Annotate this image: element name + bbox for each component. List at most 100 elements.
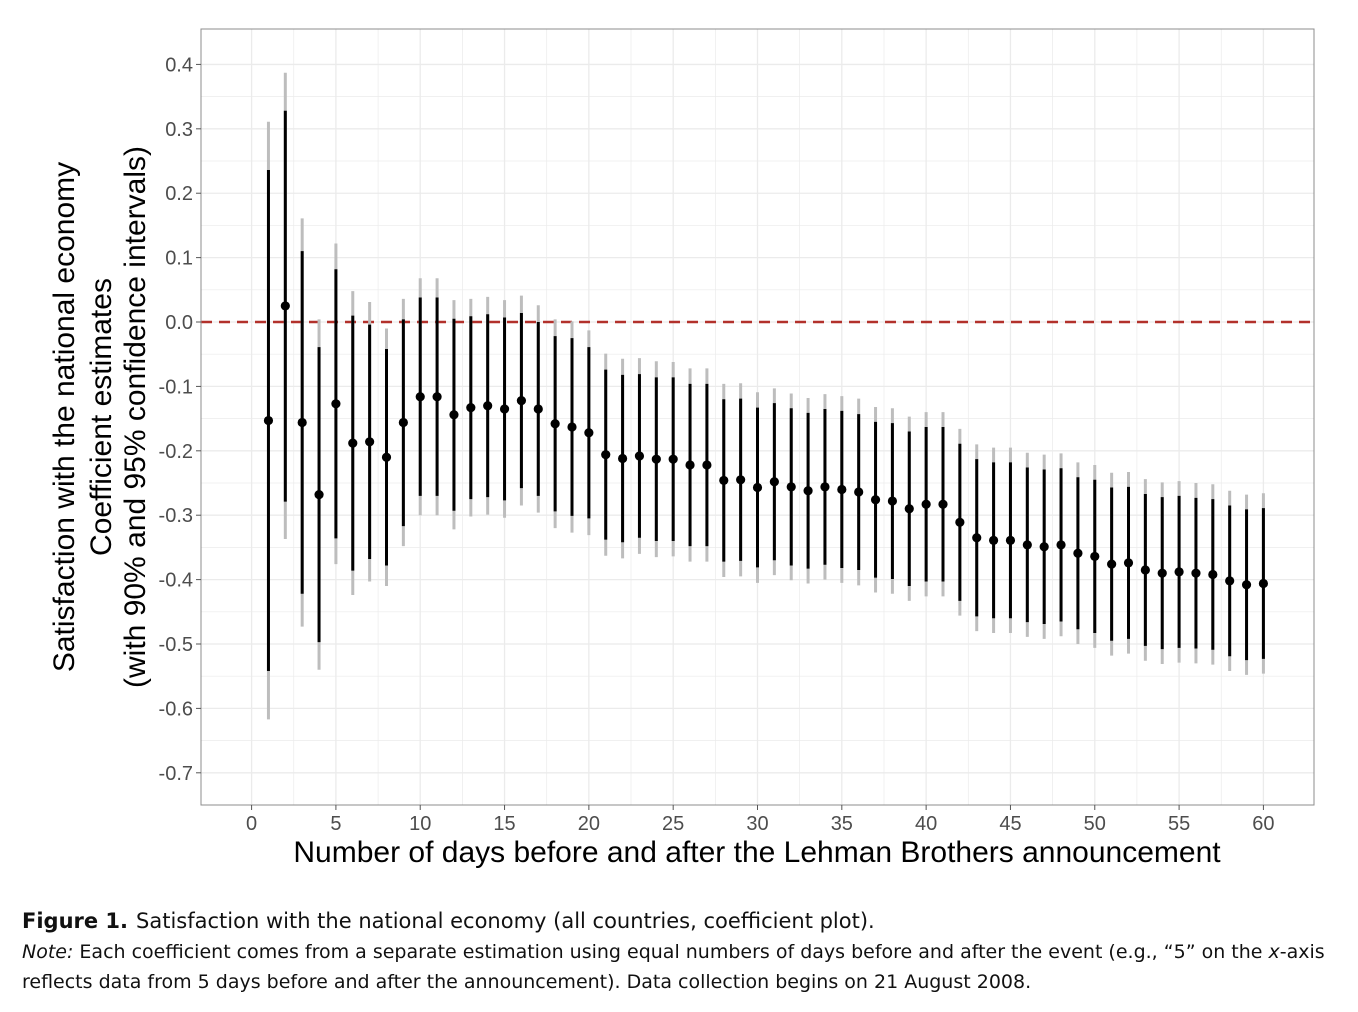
coefficient-point <box>1157 568 1167 578</box>
coefficient-point <box>601 450 611 460</box>
coefficient-point <box>466 403 476 413</box>
coefficient-point <box>398 417 408 428</box>
x-tick-label: 10 <box>409 813 431 835</box>
coefficient-point <box>719 475 729 486</box>
coefficient-point <box>1090 551 1100 562</box>
coefficient-point <box>1022 540 1032 550</box>
x-axis-ticks: 0 5 10 15 20 25 30 35 40 45 50 55 60 <box>246 805 1275 835</box>
coefficient-point <box>1191 568 1201 578</box>
coefficient-point <box>1208 569 1218 580</box>
x-tick-label: 60 <box>1252 813 1274 835</box>
coefficient-point <box>432 392 442 402</box>
coefficient-point <box>752 482 763 493</box>
coefficient-point <box>685 460 695 470</box>
coefficient-point <box>263 415 274 426</box>
coefficient-point <box>499 404 510 414</box>
coefficient-point <box>1123 558 1134 568</box>
coefficient-point <box>1073 548 1083 558</box>
coefficient-point <box>904 504 914 514</box>
x-axis-label: Number of days before and after the Lehm… <box>293 836 1221 869</box>
coefficient-point <box>516 395 527 406</box>
x-tick-label: 20 <box>578 813 600 835</box>
coefficient-point <box>584 428 594 438</box>
y-tick-label: -0.3 <box>159 505 193 527</box>
y-tick-label: -0.7 <box>159 763 193 785</box>
coefficient-point <box>702 460 712 470</box>
coefficient-point <box>736 475 746 485</box>
coefficient-point <box>449 410 459 420</box>
figure-title: Satisfaction with the national economy (… <box>136 909 875 933</box>
coefficient-plot: 0.4 0.3 0.2 0.1 0.0 -0.1 -0.2 -0.3 -0.4 -0.5 -0.6 -… <box>48 28 1315 869</box>
coefficient-point <box>567 422 577 432</box>
note-label: Note: <box>22 941 74 963</box>
y-axis-label-line-1: Satisfaction with the national economy <box>48 162 81 672</box>
coefficient-point <box>837 484 847 495</box>
coefficient-point <box>1258 578 1269 589</box>
coefficient-point <box>854 487 864 497</box>
note-text-part2: -axis reflects data from 5 days before a… <box>22 941 1325 993</box>
coefficient-point <box>381 452 392 462</box>
coefficient-point <box>550 419 560 429</box>
coefficient-point <box>938 499 948 509</box>
figure-caption: Figure 1. Satisfaction with the national … <box>22 905 1352 997</box>
caption-title-line: Figure 1. Satisfaction with the national … <box>22 905 1352 937</box>
coefficient-point <box>415 392 425 402</box>
x-tick-label: 30 <box>746 813 768 835</box>
coefficient-point <box>1107 559 1117 569</box>
y-axis-ticks: 0.4 0.3 0.2 0.1 0.0 -0.1 -0.2 -0.3 -0.4 -0.5 -0.6 -… <box>159 54 201 785</box>
y-tick-label: 0.4 <box>165 54 193 76</box>
x-tick-label: 0 <box>246 813 257 835</box>
coefficient-point <box>280 301 290 311</box>
coefficient-point <box>1005 535 1016 545</box>
coefficient-points <box>263 301 1269 590</box>
y-tick-label: -0.6 <box>159 698 193 720</box>
coefficient-point <box>921 499 931 509</box>
y-tick-label: 0.1 <box>165 248 193 270</box>
coefficient-point <box>533 404 543 414</box>
coefficient-point <box>483 401 493 411</box>
note-text-part1: Each coefficient comes from a separate e… <box>73 941 1269 963</box>
coefficient-point <box>365 437 375 447</box>
coefficient-point <box>331 399 341 409</box>
coefficient-point <box>297 417 307 428</box>
coefficient-point <box>769 477 779 487</box>
y-tick-label: -0.4 <box>159 570 193 592</box>
coefficient-point <box>314 490 324 500</box>
coefficient-point <box>820 482 830 492</box>
x-tick-label: 40 <box>915 813 937 835</box>
coefficient-point <box>988 535 999 545</box>
y-tick-label: 0.0 <box>165 312 193 334</box>
coefficient-point <box>1174 567 1184 577</box>
coefficient-point <box>1225 576 1235 586</box>
y-tick-label: 0.3 <box>165 119 193 141</box>
y-tick-label: 0.2 <box>165 183 193 205</box>
coefficient-point <box>617 453 628 464</box>
coefficient-point <box>870 495 881 505</box>
y-tick-label: -0.2 <box>159 441 193 463</box>
coefficient-point <box>803 486 813 496</box>
x-tick-label: 25 <box>662 813 684 835</box>
figure-note: Note: Each coefficient comes from a sepa… <box>22 937 1352 997</box>
x-tick-label: 45 <box>999 813 1021 835</box>
x-tick-label: 35 <box>831 813 853 835</box>
coefficient-point <box>651 454 661 464</box>
y-axis-label: Satisfaction with the national economy C… <box>48 146 152 688</box>
coefficient-point <box>972 533 982 543</box>
coefficient-point <box>634 451 645 461</box>
x-tick-label: 55 <box>1168 813 1190 835</box>
x-tick-label: 50 <box>1084 813 1106 835</box>
y-tick-label: -0.5 <box>159 634 193 656</box>
coefficient-point <box>668 454 678 464</box>
coefficient-point <box>348 438 358 448</box>
x-tick-label: 15 <box>493 813 515 835</box>
y-axis-label-line-3: (with 90% and 95% confidence intervals) <box>119 146 152 688</box>
coefficient-point <box>786 482 796 492</box>
figure-label: Figure 1. <box>22 909 129 933</box>
coefficient-point <box>887 496 898 506</box>
coefficient-point <box>1056 540 1066 550</box>
y-axis-label-line-2: Coefficient estimates <box>85 278 118 556</box>
coefficient-point <box>1039 542 1049 552</box>
y-tick-label: -0.1 <box>159 376 193 398</box>
coefficient-point <box>1140 565 1150 575</box>
coefficient-point <box>955 517 965 527</box>
